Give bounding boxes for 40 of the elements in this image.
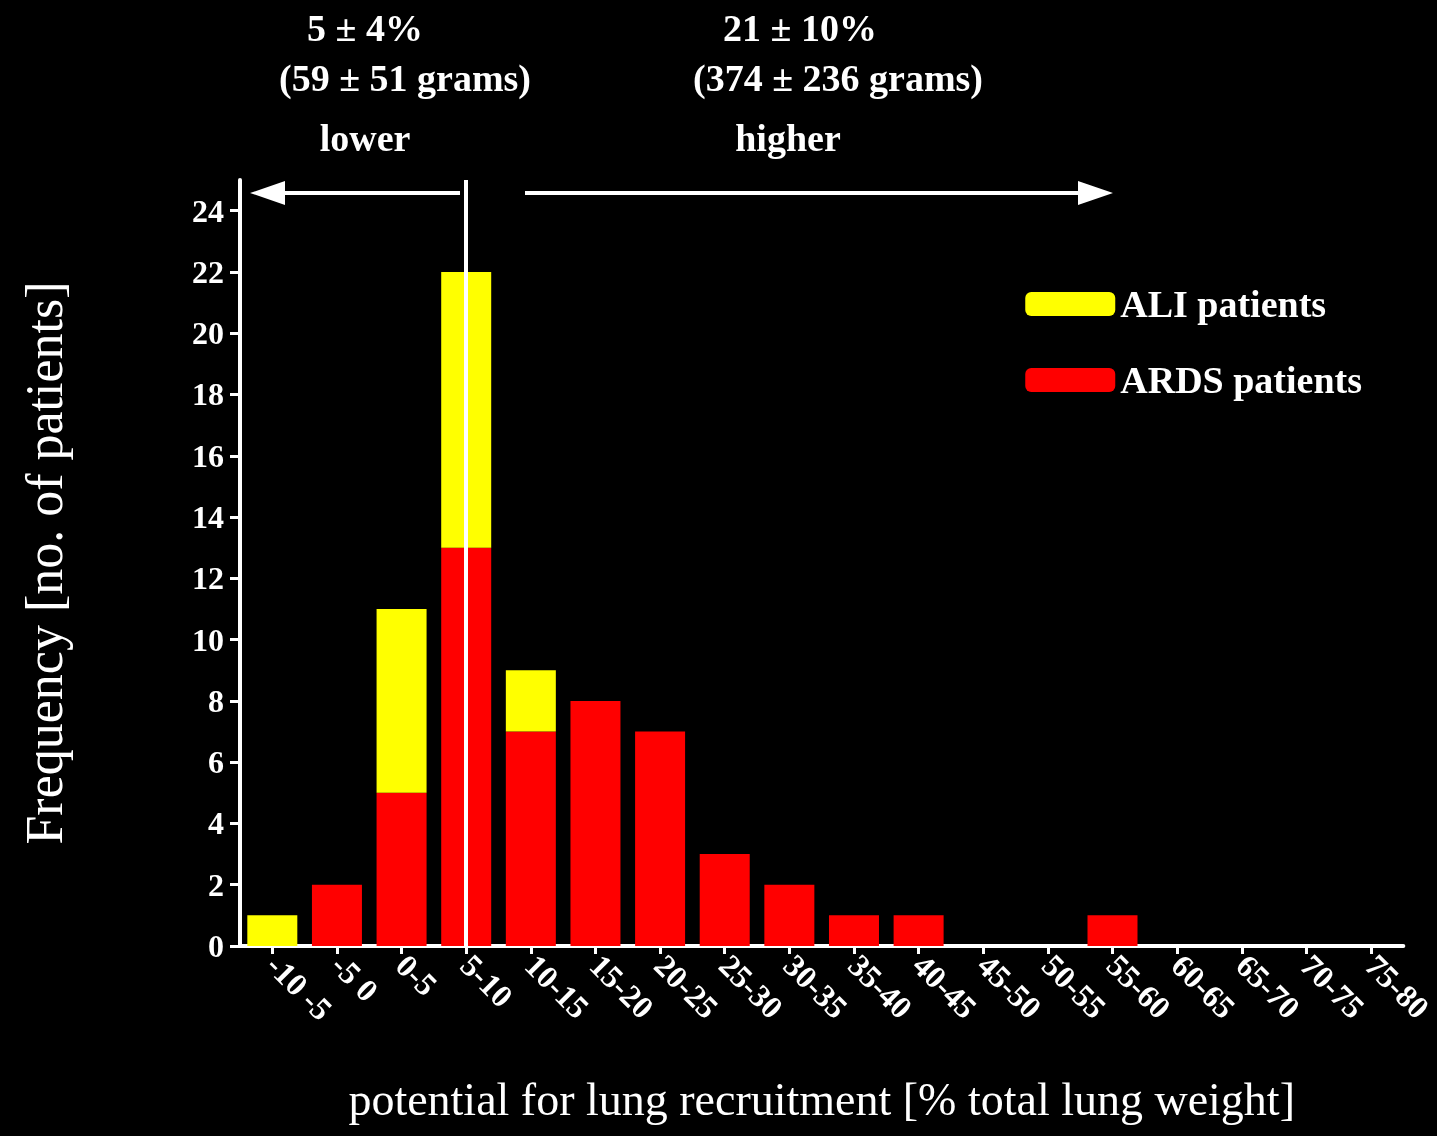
y-tick-label: 14 [192, 499, 224, 536]
bar [505, 670, 556, 732]
legend-label: ARDS patients [1120, 359, 1362, 401]
y-tick-label: 12 [192, 560, 224, 597]
bar [311, 884, 362, 946]
bar [699, 854, 750, 946]
bar [828, 915, 879, 946]
y-tick-label: 20 [192, 315, 224, 352]
bar [1087, 915, 1138, 946]
text: 5 ± 4% [307, 7, 423, 49]
y-tick-label: 0 [208, 928, 224, 964]
bar [764, 884, 815, 946]
y-tick-label: 16 [192, 437, 224, 474]
y-tick-label: 2 [208, 866, 224, 903]
x-tick-label: 5-10 [453, 947, 521, 1015]
bar [893, 915, 944, 946]
y-tick-label: 6 [208, 744, 224, 781]
y-tick-label: 18 [192, 376, 224, 413]
bar [376, 608, 427, 793]
text: (374 ± 236 grams) [693, 57, 983, 100]
bar [376, 792, 427, 946]
bar [635, 731, 686, 946]
bar [505, 731, 556, 946]
y-tick-label: 8 [208, 682, 224, 719]
bar [441, 271, 492, 548]
text: lower [319, 117, 411, 159]
text: (59 ± 51 grams) [279, 57, 531, 100]
y-tick-label: 24 [192, 192, 224, 229]
text: higher [735, 117, 841, 159]
legend-label: ALI patients [1120, 283, 1327, 325]
bar [247, 915, 298, 946]
x-axis-title: potential for lung recruitment [% total lung weight] [348, 1073, 1295, 1125]
y-tick-label: 4 [208, 805, 224, 842]
text: 21 ± 10% [723, 7, 877, 49]
bar [441, 547, 492, 946]
bar [570, 700, 621, 946]
y-tick-label: 22 [192, 253, 224, 290]
y-tick-label: 10 [192, 621, 224, 658]
y-axis-title: Frequency [no. of patients] [15, 281, 73, 845]
x-tick-label: 0-5 [388, 947, 445, 1003]
